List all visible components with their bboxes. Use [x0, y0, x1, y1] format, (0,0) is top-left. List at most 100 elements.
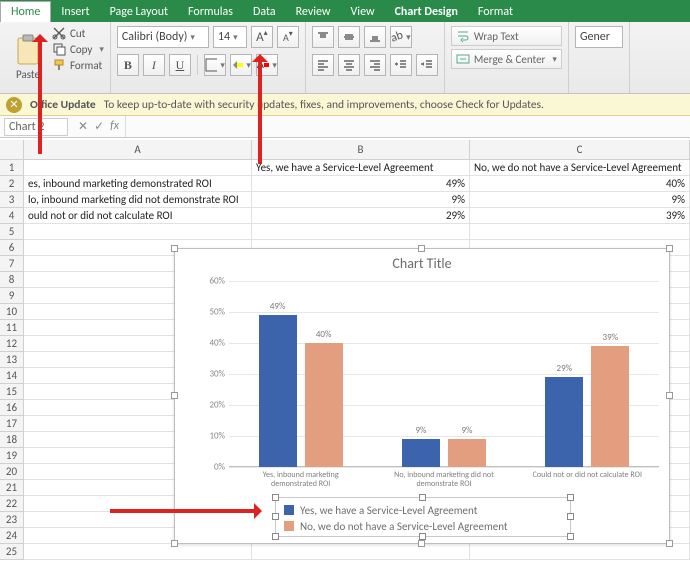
- align-left-button[interactable]: [312, 54, 334, 76]
- cell[interactable]: 9%: [252, 192, 470, 208]
- cell[interactable]: 29%: [252, 208, 470, 224]
- row-header[interactable]: 25: [0, 544, 24, 560]
- fill-color-button[interactable]: ▾: [230, 54, 252, 76]
- row-header[interactable]: 15: [0, 384, 24, 400]
- row-header[interactable]: 16: [0, 400, 24, 416]
- italic-button[interactable]: I: [143, 54, 165, 76]
- border-button[interactable]: ▾: [204, 54, 226, 76]
- tab-formulas[interactable]: Formulas: [178, 2, 243, 22]
- underline-button[interactable]: U: [169, 54, 191, 76]
- row-header[interactable]: 21: [0, 480, 24, 496]
- align-bottom-button[interactable]: [364, 26, 386, 48]
- name-box[interactable]: Chart 2: [4, 118, 68, 136]
- row-header[interactable]: 19: [0, 448, 24, 464]
- align-middle-button[interactable]: [338, 26, 360, 48]
- cell[interactable]: [24, 544, 252, 560]
- grow-font-button[interactable]: A▴: [251, 26, 273, 48]
- chart-bar[interactable]: [448, 439, 486, 467]
- row-header[interactable]: 13: [0, 352, 24, 368]
- chart-bar[interactable]: [259, 315, 297, 467]
- cut-button[interactable]: Cut: [52, 26, 104, 40]
- row-header[interactable]: 12: [0, 336, 24, 352]
- copy-button[interactable]: Copy▾: [52, 42, 104, 56]
- fx-icon[interactable]: fx: [110, 119, 119, 134]
- tab-page-layout[interactable]: Page Layout: [100, 2, 178, 22]
- formula-input[interactable]: [125, 116, 690, 137]
- indent-decrease-button[interactable]: [390, 54, 412, 76]
- copy-icon: [52, 42, 66, 56]
- cell[interactable]: No, we do not have a Service-Level Agree…: [470, 160, 690, 176]
- shrink-font-button[interactable]: A▾: [277, 26, 299, 48]
- chart-plot-area[interactable]: 0%10%20%30%40%50%60%49%40%Yes, inbound m…: [229, 281, 659, 467]
- col-header-a[interactable]: A: [24, 140, 252, 160]
- row-header[interactable]: 2: [0, 176, 24, 192]
- chart-legend[interactable]: Yes, we have a Service-Level Agreement N…: [275, 497, 571, 537]
- chart-bar[interactable]: [591, 346, 629, 467]
- close-update-icon[interactable]: ✕: [6, 97, 22, 113]
- cell[interactable]: [252, 544, 470, 560]
- row-header[interactable]: 22: [0, 496, 24, 512]
- row-header[interactable]: 17: [0, 416, 24, 432]
- bold-button[interactable]: B: [117, 54, 139, 76]
- orientation-button[interactable]: ab▾: [390, 26, 412, 48]
- select-all-corner[interactable]: [0, 140, 24, 160]
- cancel-icon[interactable]: ✕: [78, 119, 88, 134]
- align-right-button[interactable]: [364, 54, 386, 76]
- cell[interactable]: 39%: [470, 208, 690, 224]
- align-center-button[interactable]: [338, 54, 360, 76]
- enter-icon[interactable]: ✓: [94, 119, 104, 134]
- row-header[interactable]: 10: [0, 304, 24, 320]
- number-format-combo[interactable]: Gener: [575, 26, 623, 48]
- cell[interactable]: Yes, we have a Service-Level Agreement: [252, 160, 470, 176]
- tab-home[interactable]: Home: [0, 1, 51, 22]
- cell[interactable]: lo, inbound marketing did not demonstrat…: [24, 192, 252, 208]
- row-header[interactable]: 5: [0, 224, 24, 240]
- cell[interactable]: [252, 224, 470, 240]
- font-name-combo[interactable]: Calibri (Body)▾: [117, 26, 209, 48]
- row-header[interactable]: 7: [0, 256, 24, 272]
- row-header[interactable]: 14: [0, 368, 24, 384]
- cell[interactable]: ould not or did not calculate ROI: [24, 208, 252, 224]
- row-header[interactable]: 6: [0, 240, 24, 256]
- format-painter-button[interactable]: Format: [52, 58, 104, 72]
- legend-item[interactable]: Yes, we have a Service-Level Agreement: [284, 502, 562, 518]
- cell[interactable]: [470, 544, 690, 560]
- col-header-c[interactable]: C: [470, 140, 690, 160]
- row-header[interactable]: 24: [0, 528, 24, 544]
- row-header[interactable]: 23: [0, 512, 24, 528]
- chart-bar[interactable]: [305, 343, 343, 467]
- row-header[interactable]: 9: [0, 288, 24, 304]
- cell[interactable]: [24, 224, 252, 240]
- legend-item[interactable]: No, we do not have a Service-Level Agree…: [284, 518, 562, 534]
- chart-title[interactable]: Chart Title: [175, 255, 669, 272]
- row-header[interactable]: 3: [0, 192, 24, 208]
- cell[interactable]: es, inbound marketing demonstrated ROI: [24, 176, 252, 192]
- wrap-text-button[interactable]: Wrap Text: [451, 26, 562, 46]
- tab-view[interactable]: View: [341, 2, 385, 22]
- tab-data[interactable]: Data: [243, 2, 286, 22]
- row-header[interactable]: 1: [0, 160, 24, 176]
- tab-format[interactable]: Format: [468, 2, 523, 22]
- legend-swatch: [284, 521, 294, 531]
- cell[interactable]: 49%: [252, 176, 470, 192]
- row-header[interactable]: 18: [0, 432, 24, 448]
- cell[interactable]: 40%: [470, 176, 690, 192]
- row-header[interactable]: 4: [0, 208, 24, 224]
- row-header[interactable]: 11: [0, 320, 24, 336]
- row-header[interactable]: 8: [0, 272, 24, 288]
- row-header[interactable]: 20: [0, 464, 24, 480]
- merge-center-button[interactable]: Merge & Center▾: [451, 49, 562, 69]
- indent-increase-button[interactable]: [416, 54, 438, 76]
- cell[interactable]: 9%: [470, 192, 690, 208]
- font-size-combo[interactable]: 14▾: [213, 26, 247, 48]
- chart-bar[interactable]: [402, 439, 440, 467]
- tab-chart-design[interactable]: Chart Design: [385, 2, 468, 22]
- chart-bar[interactable]: [545, 377, 583, 467]
- cell[interactable]: [24, 160, 252, 176]
- tab-insert[interactable]: Insert: [51, 2, 99, 22]
- tab-review[interactable]: Review: [286, 2, 341, 22]
- col-header-b[interactable]: B: [252, 140, 470, 160]
- chart-object[interactable]: Chart Title 0%10%20%30%40%50%60%49%40%Ye…: [174, 248, 670, 544]
- align-top-button[interactable]: [312, 26, 334, 48]
- cell[interactable]: [470, 224, 690, 240]
